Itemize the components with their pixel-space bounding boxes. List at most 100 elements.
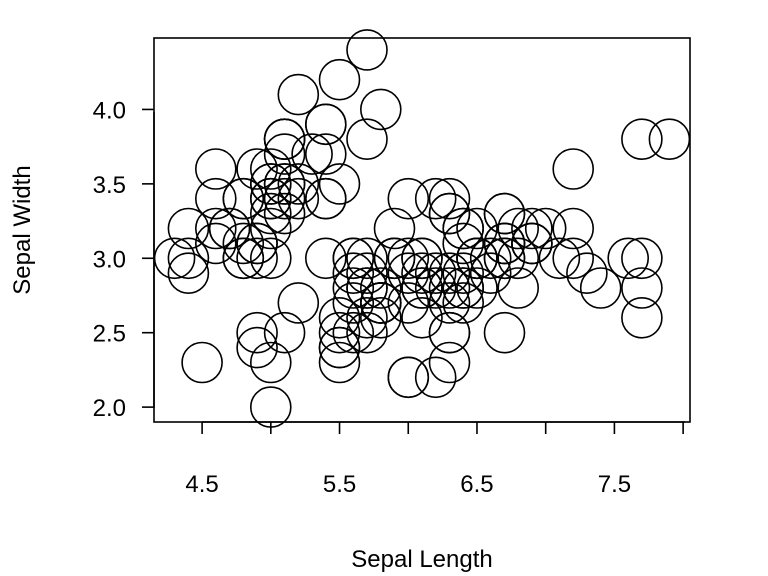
data-point — [442, 267, 485, 309]
data-point — [332, 267, 375, 309]
data-point — [332, 252, 375, 295]
data-point — [222, 237, 265, 280]
data-point — [442, 282, 485, 324]
data-points — [153, 29, 691, 428]
x-axis: 4.5 5.5 6.5 7.5 — [185, 421, 685, 498]
y-tick-label: 2.5 — [93, 321, 126, 348]
data-point — [318, 326, 361, 369]
data-point — [277, 73, 320, 116]
data-point — [236, 222, 278, 265]
data-point — [456, 207, 498, 250]
data-point — [304, 177, 347, 220]
data-point — [428, 341, 471, 384]
x-axis-title: Sepal Length — [351, 546, 492, 573]
data-point — [249, 192, 292, 235]
data-point — [373, 237, 416, 280]
data-point — [442, 222, 485, 265]
data-point — [195, 222, 237, 265]
data-point — [249, 177, 292, 220]
data-point — [483, 192, 526, 235]
data-point — [249, 207, 292, 250]
data-point — [332, 237, 375, 280]
data-point — [414, 177, 457, 220]
data-point — [346, 252, 388, 295]
data-point — [538, 237, 581, 280]
data-point — [346, 267, 388, 309]
data-point — [552, 148, 595, 190]
data-point — [456, 237, 498, 280]
data-point — [401, 267, 443, 309]
data-point — [387, 177, 430, 220]
data-point — [304, 103, 347, 146]
data-point — [552, 207, 595, 250]
data-point — [552, 237, 595, 280]
data-point — [236, 326, 278, 369]
data-point — [277, 163, 320, 205]
data-point — [318, 341, 361, 384]
data-point — [469, 237, 512, 280]
data-point — [607, 237, 650, 280]
data-point — [373, 207, 416, 250]
data-point — [414, 252, 457, 295]
data-point — [621, 267, 663, 309]
data-point — [167, 252, 210, 295]
data-point — [304, 133, 347, 175]
data-point — [566, 252, 608, 295]
x-tick-label: 5.5 — [323, 471, 356, 498]
data-point — [401, 296, 443, 339]
data-point — [318, 296, 361, 339]
data-point — [387, 237, 430, 280]
data-point — [236, 237, 278, 280]
data-point — [318, 311, 361, 354]
data-point — [456, 267, 498, 309]
data-point — [497, 267, 540, 309]
data-point — [263, 311, 306, 354]
data-point — [469, 252, 512, 295]
data-point — [195, 148, 237, 190]
data-point — [346, 29, 388, 71]
data-point — [497, 207, 540, 250]
data-point — [263, 133, 306, 175]
data-point — [579, 267, 622, 309]
x-tick-label: 6.5 — [460, 471, 493, 498]
data-point — [621, 296, 663, 339]
data-point — [304, 237, 347, 280]
data-point — [249, 237, 292, 280]
y-tick-label: 2.0 — [93, 395, 126, 422]
data-point — [387, 356, 430, 399]
data-point — [318, 163, 361, 205]
data-point — [222, 222, 265, 265]
data-point — [195, 207, 237, 250]
data-point — [277, 177, 320, 220]
y-tick-label: 4.0 — [93, 97, 126, 124]
data-point — [401, 252, 443, 295]
data-point — [621, 118, 663, 160]
data-point — [414, 356, 457, 399]
data-point — [249, 341, 292, 384]
data-point — [648, 118, 691, 160]
data-point — [387, 252, 430, 295]
data-point — [428, 311, 471, 354]
y-axis: 2.0 2.5 3.0 3.5 4.0 — [93, 97, 155, 422]
data-point — [401, 237, 443, 280]
data-point — [277, 282, 320, 324]
data-point — [483, 237, 526, 280]
data-point — [483, 222, 526, 265]
data-point — [442, 207, 485, 250]
data-point — [359, 267, 402, 309]
x-tick-label: 4.5 — [185, 471, 218, 498]
data-point — [332, 311, 375, 354]
data-point — [263, 177, 306, 220]
data-point — [263, 192, 306, 235]
data-point — [222, 177, 265, 220]
data-point — [359, 296, 402, 339]
data-point — [249, 148, 292, 190]
data-point — [511, 222, 553, 265]
data-point — [497, 237, 540, 280]
data-point — [181, 341, 223, 384]
data-point — [621, 237, 663, 280]
data-point — [387, 282, 430, 324]
data-point — [208, 207, 251, 250]
data-point — [428, 282, 471, 324]
data-point — [332, 282, 375, 324]
